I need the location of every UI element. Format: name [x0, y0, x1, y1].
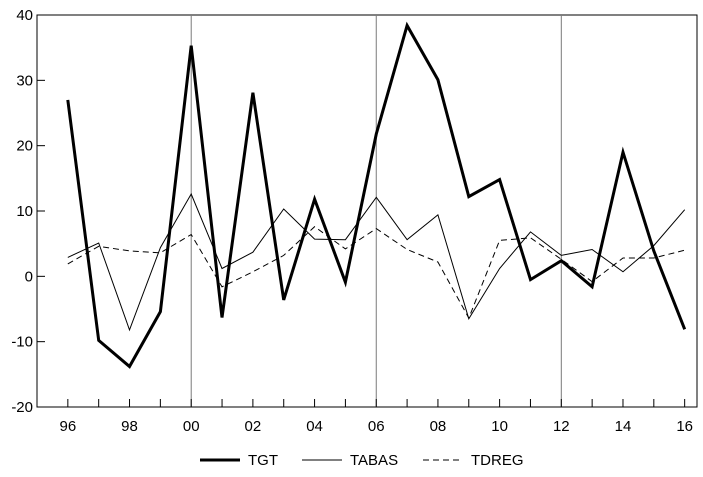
x-tick-label: 00	[183, 418, 200, 435]
y-tick-label: 10	[16, 203, 33, 220]
legend-label-tdreg: TDREG	[471, 452, 524, 469]
y-tick-label: -20	[11, 399, 33, 416]
y-tick-label: 0	[25, 268, 33, 285]
x-tick-label: 06	[368, 418, 385, 435]
x-tick-label: 04	[306, 418, 323, 435]
legend: TGT TABAS TDREG	[200, 452, 524, 469]
x-tick-label: 98	[121, 418, 138, 435]
plot-frame	[36, 14, 698, 408]
x-tick-label: 12	[553, 418, 570, 435]
y-tick-label: 30	[16, 72, 33, 89]
x-axis: 96 98 00 02 04 06 08 10 12 14 16	[59, 399, 693, 435]
y-tick-label: 20	[16, 138, 33, 155]
legend-label-tgt: TGT	[248, 452, 278, 469]
x-tick-label: 10	[491, 418, 508, 435]
x-tick-label: 02	[245, 418, 262, 435]
legend-label-tabas: TABAS	[350, 452, 398, 469]
x-tick-label: 16	[676, 418, 693, 435]
vertical-reference-lines	[190, 15, 562, 407]
series-line-tabas	[67, 192, 686, 332]
x-tick-label: 14	[615, 418, 632, 435]
x-tick-label: 96	[59, 418, 76, 435]
series-line-tgt	[66, 21, 687, 369]
y-tick-label: -10	[11, 334, 33, 351]
y-axis: -20 -10 0 10 20 30 40	[11, 7, 45, 416]
series-lines	[66, 21, 687, 369]
y-tick-label: 40	[16, 7, 33, 24]
x-tick-label: 08	[430, 418, 447, 435]
series-line-tdreg	[67, 226, 685, 320]
